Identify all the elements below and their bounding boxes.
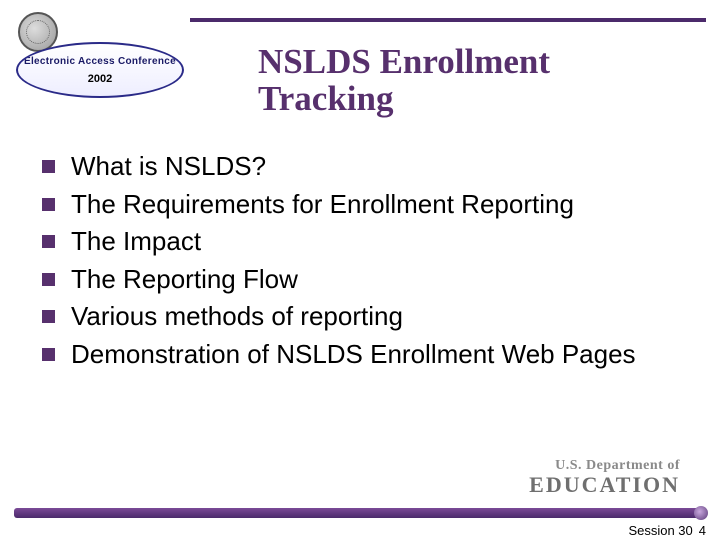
bullet-list: What is NSLDS? The Requirements for Enro…: [42, 150, 680, 375]
bullet-icon: [42, 310, 55, 323]
logo-text-line1: Electronic Access Conference: [24, 56, 176, 67]
session-footer: Session 30 4: [628, 523, 706, 538]
bullet-text: The Reporting Flow: [71, 263, 298, 296]
bullet-icon: [42, 348, 55, 361]
bullet-text: The Requirements for Enrollment Reportin…: [71, 188, 574, 221]
list-item: The Requirements for Enrollment Reportin…: [42, 188, 680, 221]
bullet-text: The Impact: [71, 225, 201, 258]
bottom-bar: [14, 508, 706, 518]
conference-logo: Electronic Access Conference 2002: [10, 10, 190, 106]
logo-oval: Electronic Access Conference 2002: [16, 42, 184, 98]
list-item: The Reporting Flow: [42, 263, 680, 296]
department-logo: U.S. Department of EDUCATION: [529, 458, 680, 498]
list-item: The Impact: [42, 225, 680, 258]
logo-year: 2002: [88, 73, 112, 85]
list-item: What is NSLDS?: [42, 150, 680, 183]
page-number: 4: [699, 523, 706, 538]
top-rule: [190, 18, 706, 22]
bullet-text: What is NSLDS?: [71, 150, 266, 183]
slide: Electronic Access Conference 2002 NSLDS …: [0, 0, 720, 540]
bullet-text: Demonstration of NSLDS Enrollment Web Pa…: [71, 338, 636, 371]
list-item: Demonstration of NSLDS Enrollment Web Pa…: [42, 338, 680, 371]
bullet-icon: [42, 235, 55, 248]
bullet-icon: [42, 160, 55, 173]
bullet-icon: [42, 198, 55, 211]
bullet-text: Various methods of reporting: [71, 300, 403, 333]
bullet-icon: [42, 273, 55, 286]
session-label: Session 30: [628, 523, 692, 538]
slide-title: NSLDS Enrollment Tracking: [258, 44, 680, 118]
dept-line2: EDUCATION: [529, 472, 680, 498]
list-item: Various methods of reporting: [42, 300, 680, 333]
